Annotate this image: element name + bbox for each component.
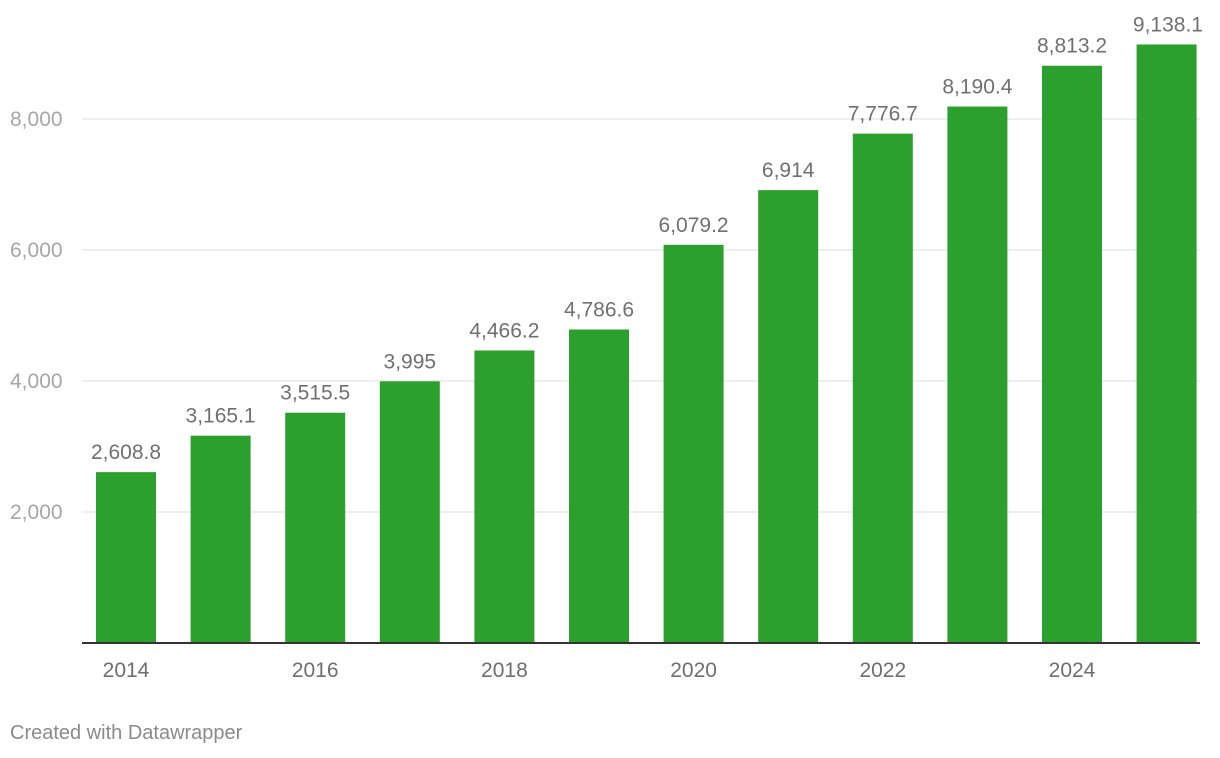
bar bbox=[285, 412, 346, 643]
data-label: 2,608.8 bbox=[91, 441, 161, 464]
bar bbox=[190, 435, 251, 643]
y-tick-label: 2,000 bbox=[10, 501, 63, 524]
x-tick-label: 2014 bbox=[103, 659, 150, 682]
x-axis: 2014 2016 2018 2020 2022 2024 bbox=[82, 642, 1200, 682]
data-label: 8,813.2 bbox=[1037, 35, 1107, 58]
bar bbox=[758, 190, 819, 643]
x-tick-label: 2024 bbox=[1049, 659, 1096, 682]
x-tick-label: 2022 bbox=[859, 659, 906, 682]
x-tick-label: 2018 bbox=[481, 659, 528, 682]
y-axis: 2,000 4,000 6,000 8,000 bbox=[10, 108, 63, 524]
bar bbox=[379, 381, 440, 643]
y-tick-label: 4,000 bbox=[10, 370, 63, 393]
y-tick-label: 6,000 bbox=[10, 239, 63, 262]
bar bbox=[1042, 65, 1102, 643]
bar bbox=[1136, 44, 1197, 643]
bar bbox=[663, 244, 724, 644]
data-label: 9,138.1 bbox=[1133, 13, 1203, 36]
x-tick-label: 2020 bbox=[670, 659, 717, 682]
data-label: 7,776.7 bbox=[848, 103, 918, 126]
data-label: 4,466.2 bbox=[469, 319, 539, 342]
data-label: 6,914 bbox=[762, 159, 815, 182]
bar bbox=[474, 350, 535, 643]
datawrapper-credit: Created with Datawrapper bbox=[10, 722, 243, 744]
bars bbox=[96, 44, 1197, 644]
data-label: 4,786.6 bbox=[564, 298, 634, 321]
bar bbox=[947, 106, 1008, 643]
data-label: 3,165.1 bbox=[186, 405, 256, 428]
bar bbox=[569, 329, 629, 643]
data-label: 6,079.2 bbox=[659, 214, 729, 237]
x-tick-label: 2016 bbox=[292, 659, 339, 682]
data-label: 3,515.5 bbox=[280, 382, 350, 405]
data-label: 3,995 bbox=[384, 350, 437, 373]
gridlines bbox=[82, 118, 1200, 513]
data-labels: 2,608.8 3,165.1 3,515.5 3,995 4,466.2 4,786.6… bbox=[91, 13, 1203, 464]
bar-chart: 2,608.8 3,165.1 3,515.5 3,995 4,466.2 4,786.6… bbox=[10, 13, 1203, 682]
bar bbox=[96, 472, 156, 643]
y-tick-label: 8,000 bbox=[10, 108, 63, 131]
bar bbox=[852, 133, 913, 643]
data-label: 8,190.4 bbox=[942, 76, 1012, 99]
